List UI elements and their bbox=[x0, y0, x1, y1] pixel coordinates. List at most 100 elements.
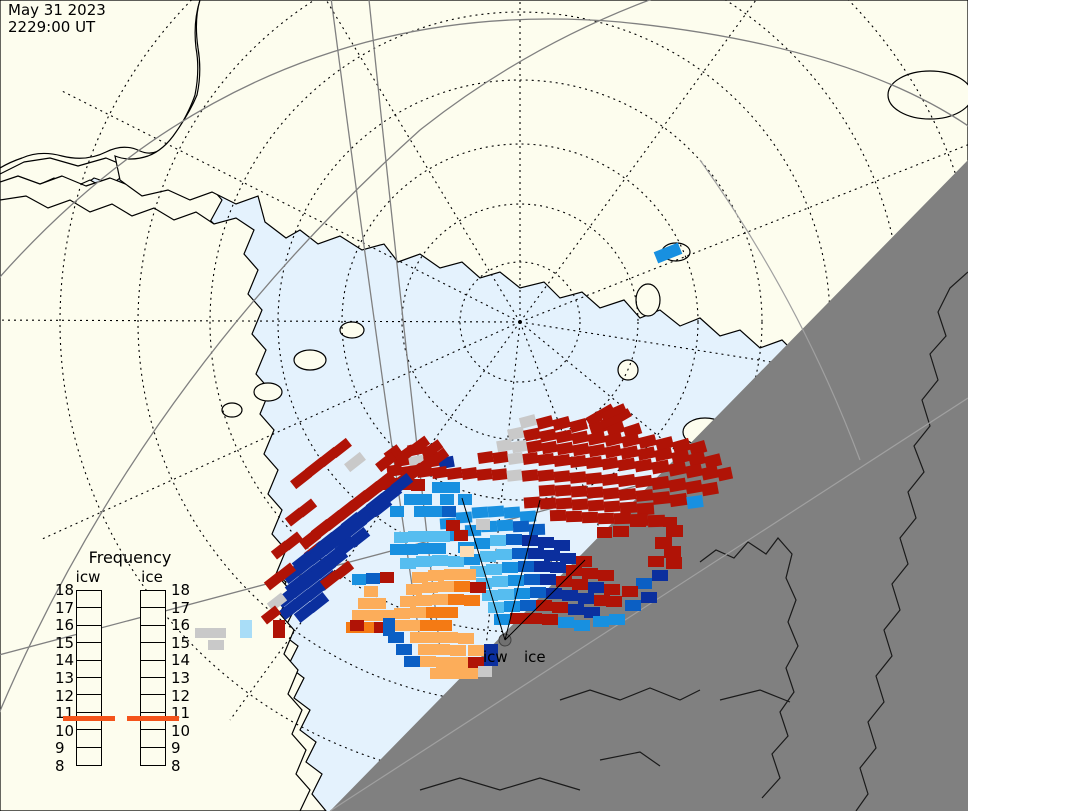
velocity-cell[interactable] bbox=[523, 496, 541, 509]
velocity-cell[interactable] bbox=[282, 531, 304, 551]
velocity-cell[interactable] bbox=[484, 655, 498, 666]
velocity-cell[interactable] bbox=[330, 437, 352, 459]
velocity-cell[interactable] bbox=[396, 644, 412, 655]
velocity-cell[interactable] bbox=[647, 514, 666, 528]
velocity-cell[interactable] bbox=[350, 620, 364, 631]
velocity-cell[interactable] bbox=[617, 457, 636, 472]
velocity-cell[interactable] bbox=[568, 604, 584, 615]
velocity-cell[interactable] bbox=[462, 668, 478, 679]
velocity-cell[interactable] bbox=[394, 532, 408, 543]
velocity-cell[interactable] bbox=[520, 600, 536, 611]
velocity-cell[interactable] bbox=[464, 554, 480, 565]
velocity-cell[interactable] bbox=[550, 562, 566, 573]
velocity-cell[interactable] bbox=[538, 537, 554, 548]
velocity-cell[interactable] bbox=[670, 449, 691, 465]
velocity-cell[interactable] bbox=[468, 657, 484, 668]
velocity-cell[interactable] bbox=[569, 471, 587, 484]
velocity-cell[interactable] bbox=[565, 510, 583, 523]
velocity-cell[interactable] bbox=[603, 500, 621, 513]
velocity-cell[interactable] bbox=[446, 520, 460, 531]
velocity-cell[interactable] bbox=[526, 613, 542, 624]
velocity-cell[interactable] bbox=[507, 426, 525, 441]
velocity-cell[interactable] bbox=[410, 607, 426, 618]
frequency-bar-icw[interactable] bbox=[76, 590, 102, 766]
velocity-cell[interactable] bbox=[486, 564, 502, 575]
velocity-cell[interactable] bbox=[432, 594, 448, 605]
velocity-cell[interactable] bbox=[598, 570, 614, 581]
velocity-cell[interactable] bbox=[521, 469, 539, 482]
velocity-cell[interactable] bbox=[507, 452, 524, 465]
velocity-cell[interactable] bbox=[266, 592, 288, 612]
velocity-cell[interactable] bbox=[555, 429, 573, 444]
velocity-cell[interactable] bbox=[461, 467, 478, 480]
velocity-cell[interactable] bbox=[438, 581, 454, 592]
velocity-cell[interactable] bbox=[319, 570, 341, 590]
velocity-cell[interactable] bbox=[434, 644, 450, 655]
velocity-cell[interactable] bbox=[584, 607, 600, 618]
velocity-cell[interactable] bbox=[430, 668, 446, 679]
velocity-cell[interactable] bbox=[519, 510, 537, 523]
velocity-cell[interactable] bbox=[574, 620, 590, 631]
velocity-cell[interactable] bbox=[436, 657, 452, 668]
velocity-cell[interactable] bbox=[651, 459, 670, 475]
velocity-cell[interactable] bbox=[664, 546, 681, 558]
velocity-cell[interactable] bbox=[641, 592, 657, 603]
velocity-cell[interactable] bbox=[514, 588, 530, 599]
velocity-cell[interactable] bbox=[344, 451, 366, 473]
velocity-cell[interactable] bbox=[390, 544, 404, 555]
velocity-cell[interactable] bbox=[352, 610, 366, 621]
velocity-cell[interactable] bbox=[388, 620, 404, 631]
velocity-cell[interactable] bbox=[601, 456, 619, 471]
velocity-cell[interactable] bbox=[622, 586, 638, 597]
velocity-cell[interactable] bbox=[426, 632, 442, 643]
velocity-cell[interactable] bbox=[600, 410, 627, 429]
velocity-cell[interactable] bbox=[578, 593, 594, 604]
velocity-cell[interactable] bbox=[504, 601, 520, 612]
velocity-cell[interactable] bbox=[553, 470, 571, 483]
velocity-cell[interactable] bbox=[446, 467, 463, 480]
velocity-cell[interactable] bbox=[552, 602, 568, 613]
velocity-cell[interactable] bbox=[537, 452, 555, 467]
velocity-cell[interactable] bbox=[476, 519, 490, 530]
velocity-cell[interactable] bbox=[490, 535, 506, 546]
velocity-cell[interactable] bbox=[556, 441, 574, 456]
velocity-cell[interactable] bbox=[492, 576, 508, 587]
velocity-cell[interactable] bbox=[444, 569, 460, 580]
velocity-cell[interactable] bbox=[700, 465, 720, 481]
velocity-cell[interactable] bbox=[571, 498, 589, 511]
velocity-cell[interactable] bbox=[568, 417, 589, 434]
velocity-cell[interactable] bbox=[290, 468, 312, 490]
velocity-cell[interactable] bbox=[588, 443, 606, 458]
velocity-cell[interactable] bbox=[635, 489, 654, 502]
velocity-cell[interactable] bbox=[496, 549, 512, 560]
velocity-cell[interactable] bbox=[617, 473, 636, 488]
velocity-cell[interactable] bbox=[418, 494, 432, 505]
velocity-cell[interactable] bbox=[408, 531, 422, 542]
velocity-cell[interactable] bbox=[388, 632, 404, 643]
velocity-cell[interactable] bbox=[400, 596, 416, 607]
velocity-cell[interactable] bbox=[522, 452, 539, 465]
velocity-cell[interactable] bbox=[488, 602, 504, 613]
velocity-cell[interactable] bbox=[366, 573, 380, 584]
velocity-cell[interactable] bbox=[554, 484, 572, 497]
velocity-cell[interactable] bbox=[418, 543, 432, 554]
velocity-cell[interactable] bbox=[460, 546, 474, 557]
velocity-cell[interactable] bbox=[666, 525, 683, 537]
velocity-cell[interactable] bbox=[510, 613, 526, 624]
velocity-cell[interactable] bbox=[542, 614, 558, 625]
velocity-cell[interactable] bbox=[412, 572, 428, 583]
velocity-cell[interactable] bbox=[352, 574, 366, 585]
velocity-cell[interactable] bbox=[400, 558, 416, 569]
velocity-cell[interactable] bbox=[613, 526, 629, 537]
velocity-cell[interactable] bbox=[380, 610, 394, 621]
velocity-cell[interactable] bbox=[373, 471, 397, 492]
velocity-cell[interactable] bbox=[549, 509, 567, 522]
map-canvas[interactable]: icw ice May 31 2023 2229:00 UT Frequency … bbox=[0, 0, 968, 811]
velocity-cell[interactable] bbox=[581, 511, 599, 524]
velocity-cell[interactable] bbox=[470, 582, 486, 593]
velocity-cell[interactable] bbox=[428, 570, 444, 581]
velocity-cell[interactable] bbox=[654, 447, 673, 462]
velocity-cell[interactable] bbox=[436, 620, 452, 631]
velocity-cell[interactable] bbox=[593, 616, 609, 627]
velocity-cell[interactable] bbox=[460, 569, 476, 580]
